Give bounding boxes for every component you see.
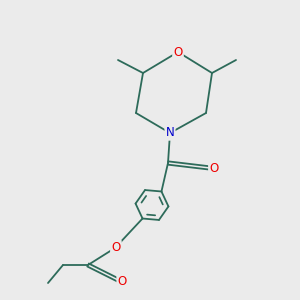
Text: O: O (118, 275, 127, 288)
Text: O: O (111, 241, 121, 254)
Text: N: N (166, 127, 174, 140)
Text: O: O (209, 161, 218, 175)
Text: O: O (173, 46, 183, 59)
